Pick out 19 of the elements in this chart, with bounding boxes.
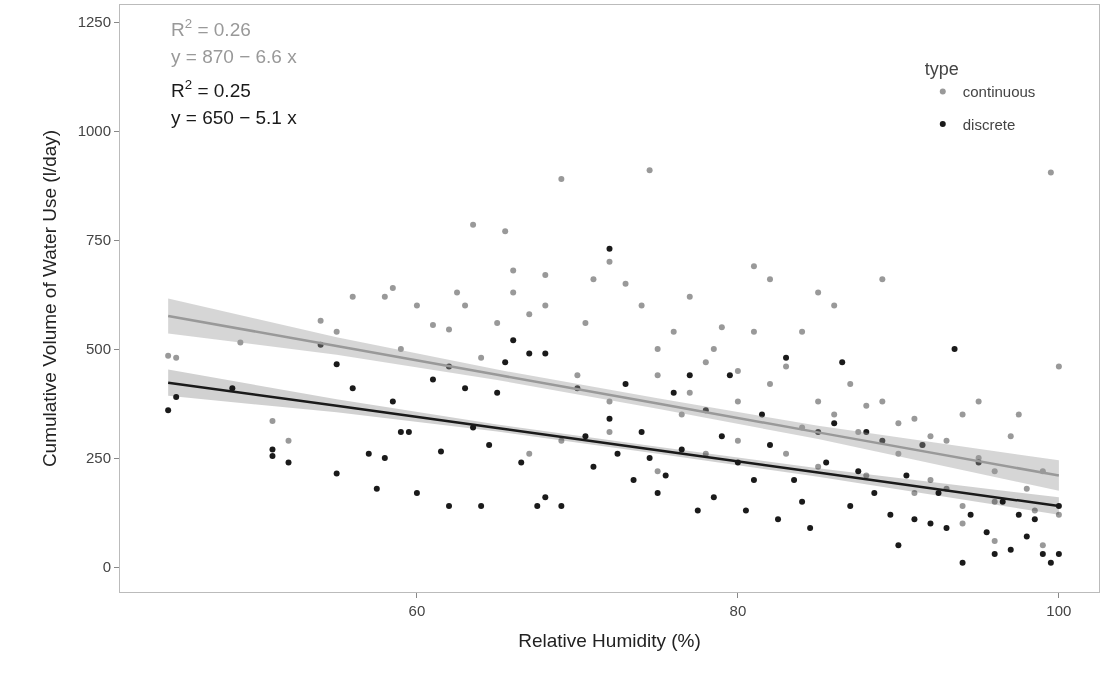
x-tick-label: 80	[729, 602, 747, 619]
x-axis-title: Relative Humidity (%)	[518, 629, 701, 651]
y-tick-label: 250	[85, 449, 111, 467]
annotation: R$^{2}$ = 0.26	[171, 16, 251, 40]
y-tick-label: 500	[85, 340, 111, 358]
y-tick-label: 1000	[77, 122, 111, 140]
y-tick-label: 750	[85, 231, 111, 249]
y-axis-title: Cumulative Volume of Water Use (l/day)	[39, 129, 61, 468]
annotation: y = 650 − 5.1 x	[171, 107, 298, 128]
line-series	[166, 314, 1061, 477]
y-tick-label: 1250	[77, 13, 111, 31]
legend-title: type	[924, 59, 959, 80]
x-tick-label: 60	[408, 602, 426, 619]
legend-label: continuous	[962, 83, 1036, 101]
legend-label: discrete	[962, 115, 1016, 133]
annotation: y = 870 − 6.6 x	[171, 46, 298, 67]
y-tick-label: 0	[102, 558, 111, 576]
annotation: R$^{2}$ = 0.25	[171, 77, 251, 101]
x-tick-label: 100	[1046, 602, 1072, 619]
